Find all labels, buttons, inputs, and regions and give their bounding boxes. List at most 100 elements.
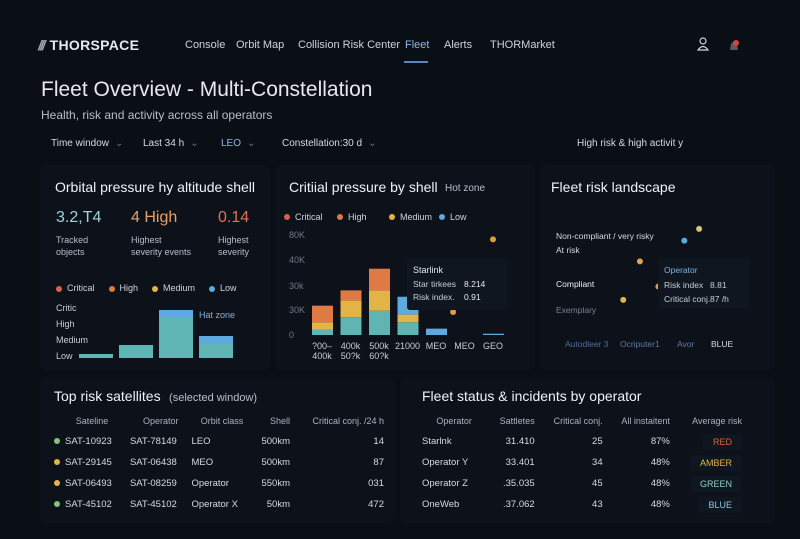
tooltip-label: Risk index bbox=[664, 280, 704, 290]
cell-text: 500km bbox=[261, 457, 290, 468]
notification-icon[interactable] bbox=[728, 39, 740, 58]
bar-segment-medium[interactable] bbox=[369, 290, 390, 311]
cell-text: SAT-08259 bbox=[129, 478, 177, 489]
chevron-down-icon: ⌄ bbox=[190, 138, 199, 149]
cell-text: Starlnk bbox=[422, 436, 452, 447]
panel-title: Top risk satellites bbox=[54, 388, 161, 404]
cell-text: SAT-29145 bbox=[65, 457, 112, 468]
table-cell: Operator Z bbox=[422, 473, 486, 494]
operator-point[interactable] bbox=[681, 237, 688, 244]
table-row[interactable]: Operator Y 33.401 34 48% AMBER bbox=[422, 452, 742, 473]
table-cell: LEO bbox=[191, 431, 252, 452]
chevron-down-icon: ⌄ bbox=[247, 138, 256, 149]
bar-segment-high[interactable] bbox=[369, 268, 390, 291]
tooltip-value: 8.81 bbox=[710, 280, 727, 290]
table-cell: Operator Y bbox=[422, 452, 486, 473]
orbital-pressure-panel: Orbital pressure hy altitude shell 3.2,T… bbox=[40, 165, 270, 370]
column-header[interactable]: Orbit class bbox=[200, 415, 244, 426]
table-cell: 45 bbox=[535, 473, 603, 494]
bar-segment-base[interactable] bbox=[397, 322, 419, 335]
bar-segment-medium[interactable] bbox=[312, 322, 333, 330]
x-label[interactable]: Ocriputer1 bbox=[620, 339, 660, 349]
operator-point[interactable] bbox=[636, 258, 643, 265]
table-row[interactable]: SAT-45102 SAT-45102 Operator X 50km 472 bbox=[54, 494, 384, 515]
x-tick-label: 500k bbox=[369, 341, 389, 351]
cell-text: SAT-10923 bbox=[65, 436, 112, 447]
y-tick-label: 30K bbox=[289, 305, 305, 315]
table-cell: 25 bbox=[535, 431, 603, 452]
x-label[interactable]: BLUE bbox=[711, 339, 734, 349]
brand-logo[interactable]: ///THORSPACE bbox=[38, 37, 139, 53]
column-header[interactable]: All instaitent bbox=[621, 415, 670, 426]
brand-name: THORSPACE bbox=[49, 37, 140, 53]
level-label: Critic bbox=[56, 303, 77, 313]
cell-text: 87 bbox=[373, 457, 384, 468]
filter-dropdown[interactable]: Constellation:30 d ⌄ bbox=[282, 138, 376, 149]
column-header[interactable]: Sateline bbox=[75, 415, 109, 426]
chart-title: Fleet risk landscape bbox=[551, 179, 676, 195]
status-dot bbox=[54, 438, 60, 445]
status-dot bbox=[54, 480, 60, 487]
column-header[interactable]: Critical conj. /24 h bbox=[312, 415, 384, 426]
filter-dropdown[interactable]: LEO ⌄ bbox=[221, 138, 255, 149]
table-row[interactable]: Operator Z .35.035 45 48% GREEN bbox=[422, 473, 742, 494]
y-level-label: Exemplary bbox=[556, 305, 597, 315]
bar-segment-medium[interactable] bbox=[340, 300, 362, 318]
table-cell: BLUE bbox=[670, 494, 742, 515]
bar-segment-low[interactable] bbox=[426, 328, 447, 335]
fleet-status-table: Operator Sattletes Critical conj. All insta… bbox=[422, 410, 742, 515]
nav-item-alerts[interactable]: Alerts bbox=[444, 39, 473, 51]
cell-text: 34 bbox=[592, 457, 603, 468]
column-header[interactable]: Sattletes bbox=[499, 415, 535, 426]
y-level-label: Non-compliant / very risky bbox=[556, 231, 655, 241]
panel-title: Orbital pressure hy altitude shell bbox=[55, 179, 255, 195]
x-label[interactable]: Avor bbox=[677, 339, 694, 349]
filter-dropdown[interactable]: Last 34 h ⌄ bbox=[143, 138, 199, 149]
table-row[interactable]: OneWeb .37.062 43 48% BLUE bbox=[422, 494, 742, 515]
table-row[interactable]: SAT-10923 SAT-78149 LEO 500km 14 bbox=[54, 431, 384, 452]
nav-item-collision-risk-center[interactable]: Collision Risk Center bbox=[298, 39, 401, 51]
legend-dot bbox=[337, 214, 343, 220]
table-cell: RED bbox=[670, 431, 742, 452]
table-cell: 500km bbox=[253, 431, 290, 452]
kpi-label: Highest bbox=[131, 235, 162, 245]
x-tick-label: MEO bbox=[454, 341, 475, 351]
hot-point[interactable] bbox=[450, 309, 457, 316]
filter-dropdown[interactable]: Time window ⌄ bbox=[51, 138, 123, 149]
table-cell: 031 bbox=[290, 473, 384, 494]
hot-zone-label: Hot zone bbox=[445, 183, 485, 194]
column-header[interactable]: Operator bbox=[436, 415, 472, 426]
cell-text: 33.401 bbox=[505, 457, 535, 468]
table-row[interactable]: Starlnk 31.410 25 87% RED bbox=[422, 431, 742, 452]
cell-text: 031 bbox=[368, 478, 384, 489]
operator-point[interactable] bbox=[620, 296, 627, 303]
status-dot bbox=[54, 459, 60, 466]
risk-badge: GREEN bbox=[689, 475, 742, 492]
status-dot bbox=[54, 501, 60, 508]
bar-segment-low[interactable] bbox=[483, 333, 504, 335]
nav-item-thormarket[interactable]: THORMarket bbox=[490, 39, 555, 51]
tooltip-title: Operator bbox=[664, 265, 698, 275]
nav-item-orbit-map[interactable]: Orbit Map bbox=[236, 39, 285, 51]
bar-segment-medium[interactable] bbox=[397, 314, 419, 323]
bar-segment-base[interactable] bbox=[369, 310, 390, 335]
bar-segment-high[interactable] bbox=[340, 290, 362, 301]
column-header[interactable]: Critical conj. bbox=[553, 415, 603, 426]
hot-point[interactable] bbox=[490, 236, 496, 243]
table-row[interactable]: SAT-29145 SAT-06438 MEO 500km 87 bbox=[54, 452, 384, 473]
bar-segment-high[interactable] bbox=[312, 305, 333, 323]
chart-title: Critiial pressure by shell bbox=[289, 179, 438, 195]
column-header[interactable]: Average risk bbox=[692, 415, 742, 426]
x-label[interactable]: Autodleer 3 bbox=[565, 339, 609, 349]
user-icon[interactable] bbox=[696, 37, 710, 56]
nav-item-fleet[interactable]: Fleet bbox=[405, 39, 430, 51]
table-row[interactable]: SAT-06493 SAT-08259 Operator 550km 031 bbox=[54, 473, 384, 494]
bar-segment-base[interactable] bbox=[340, 317, 362, 335]
bar-segment-base[interactable] bbox=[312, 329, 333, 335]
column-header[interactable]: Operator bbox=[142, 415, 179, 426]
nav-item-console[interactable]: Console bbox=[185, 39, 226, 51]
column-header[interactable]: Shell bbox=[269, 415, 290, 426]
operator-point[interactable] bbox=[696, 225, 703, 232]
cell-text: SAT-06493 bbox=[65, 478, 112, 489]
filter-label: Last 34 h bbox=[143, 138, 185, 149]
